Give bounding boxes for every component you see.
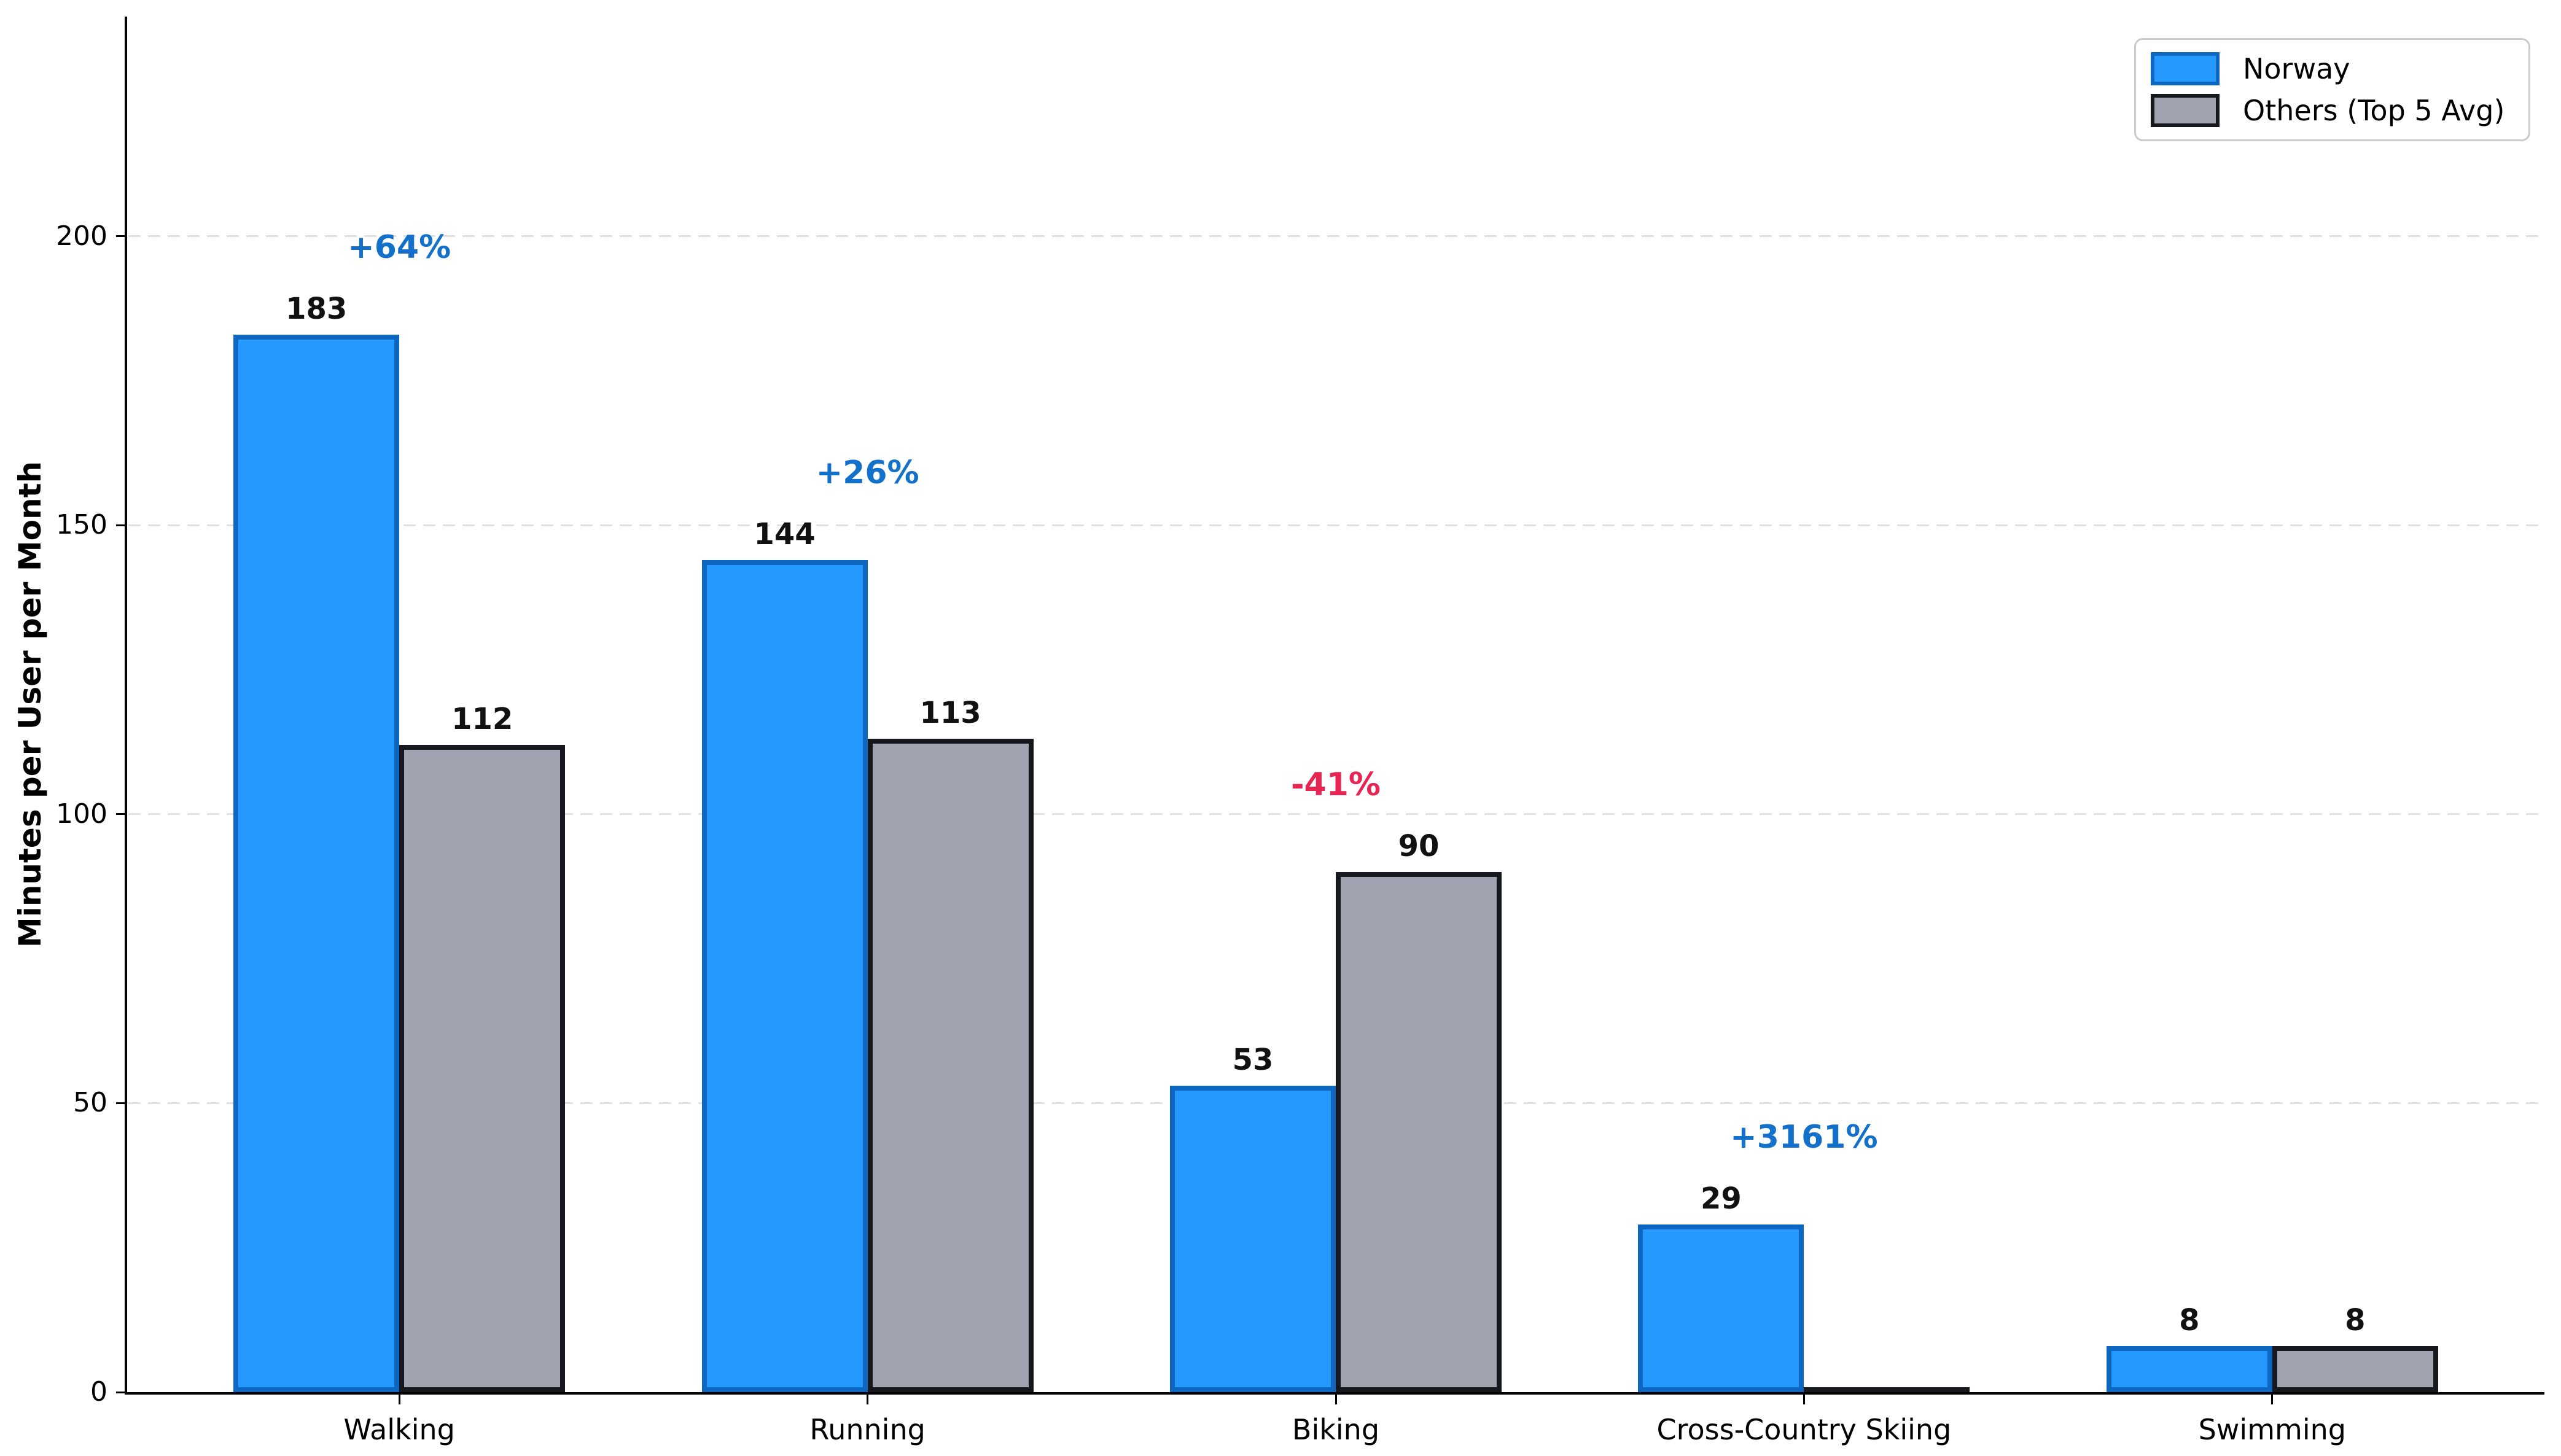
bar-value-label-others-top-5-avg--running: 113: [919, 696, 981, 731]
legend-label-others-top-5-avg-: Others (Top 5 Avg): [2243, 94, 2505, 127]
gridline-100: [128, 813, 2544, 816]
x-tick-label-running: Running: [809, 1413, 926, 1446]
bar-norway-cross-country-skiing: [1638, 1224, 1804, 1392]
legend-item-others-top-5-avg-: Others (Top 5 Avg): [2151, 94, 2514, 127]
legend-swatch-norway: [2151, 52, 2220, 85]
x-tick-swimming: [2271, 1392, 2274, 1404]
x-tick-running: [867, 1392, 869, 1404]
legend-item-norway: Norway: [2151, 52, 2514, 85]
x-tick-label-swimming: Swimming: [2198, 1413, 2346, 1446]
bar-others-top-5-avg--walking: [399, 744, 566, 1392]
annotation-running: +26%: [816, 454, 919, 491]
annotation-cross-country-skiing: +3161%: [1730, 1119, 1878, 1156]
annotation-biking: -41%: [1290, 766, 1381, 803]
y-axis-spine: [125, 17, 127, 1395]
x-tick-label-biking: Biking: [1292, 1413, 1380, 1446]
bar-norway-swimming: [2106, 1345, 2272, 1392]
x-axis-spine: [125, 1392, 2544, 1395]
bar-others-top-5-avg--cross-country-skiing: [1804, 1387, 1970, 1392]
bar-norway-walking: [233, 334, 400, 1392]
y-tick-150: [116, 524, 127, 526]
y-tick-label-200: 200: [56, 220, 107, 252]
legend: Norway Others (Top 5 Avg): [2134, 38, 2530, 141]
y-tick-label-150: 150: [56, 509, 107, 541]
bar-norway-running: [701, 559, 868, 1392]
y-tick-50: [116, 1102, 127, 1104]
bar-others-top-5-avg--running: [867, 739, 1034, 1392]
y-tick-label-100: 100: [56, 798, 107, 830]
annotation-walking: +64%: [348, 228, 451, 266]
bar-value-label-norway-biking: 53: [1232, 1043, 1274, 1078]
y-tick-200: [116, 235, 127, 238]
bar-others-top-5-avg--biking: [1336, 871, 1502, 1392]
plot-area: 0 50 100 150 200 183 112 +64% Walking 144 113 +26% R…: [56, 17, 2544, 1446]
legend-swatch-others-top-5-avg-: [2151, 94, 2220, 127]
x-tick-cross-country-skiing: [1803, 1392, 1805, 1404]
bar-value-label-norway-running: 144: [754, 516, 816, 551]
gridline-200: [128, 235, 2544, 238]
gridline-150: [128, 524, 2544, 526]
bar-value-label-others-top-5-avg--walking: 112: [451, 701, 513, 736]
bar-value-label-norway-cross-country-skiing: 29: [1700, 1182, 1742, 1217]
y-axis-title: Minutes per User per Month: [12, 461, 48, 948]
y-tick-100: [116, 813, 127, 816]
x-tick-walking: [398, 1392, 400, 1404]
bar-others-top-5-avg--swimming: [2272, 1345, 2438, 1392]
y-tick-label-0: 0: [90, 1376, 107, 1407]
bar-value-label-norway-swimming: 8: [2179, 1302, 2200, 1337]
x-tick-label-walking: Walking: [343, 1413, 455, 1446]
x-tick-biking: [1335, 1392, 1337, 1404]
y-tick-label-50: 50: [73, 1087, 107, 1119]
legend-label-norway: Norway: [2243, 52, 2350, 85]
y-tick-0: [116, 1391, 127, 1393]
x-tick-label-cross-country-skiing: Cross-Country Skiing: [1656, 1413, 1952, 1446]
bar-value-label-others-top-5-avg--biking: 90: [1398, 828, 1440, 863]
bar-norway-biking: [1170, 1086, 1336, 1392]
bar-value-label-others-top-5-avg--swimming: 8: [2345, 1302, 2366, 1337]
bar-value-label-norway-walking: 183: [286, 291, 348, 326]
